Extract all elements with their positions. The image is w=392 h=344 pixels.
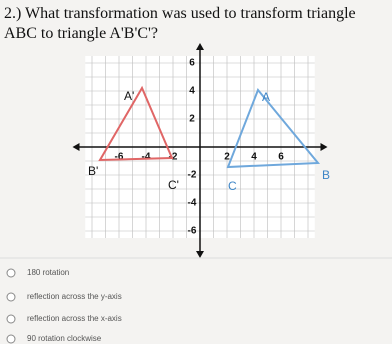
grid: -6 -4 -2 2 4 6 6 4 2 -2 -4 -6 [72,43,328,258]
options: 180 rotation reflection across the y-axis… [0,257,392,344]
x-tick-label: 2 [224,152,230,163]
y-tick-label: -6 [188,226,197,237]
radio-button[interactable] [6,314,16,324]
question-line: ABC to triangle A'B'C'? [4,25,158,42]
y-tick-label: 6 [189,58,195,69]
x-tick-label: -6 [115,152,124,163]
option-label[interactable]: reflection across the y-axis [27,292,122,301]
x-tick-label: 6 [278,152,284,163]
radio-button[interactable] [6,292,16,302]
option-label[interactable]: 180 rotation [27,268,69,277]
x-tick-label: -2 [169,152,178,163]
y-tick-label: -4 [188,198,197,209]
y-tick-label: -2 [188,170,197,181]
y-tick-label: 4 [189,86,195,97]
x-tick-label: 4 [251,152,257,163]
point-label: C' [168,178,179,192]
option-label[interactable]: 90 rotation clockwise [27,334,102,343]
point-label: A [262,90,270,104]
y-tick-label: 2 [189,114,195,125]
option-label[interactable]: reflection across the x-axis [27,314,122,323]
point-label: C [228,179,237,193]
x-tick-label: -4 [142,152,151,163]
radio-button[interactable] [6,334,16,344]
point-label: B' [88,164,98,178]
point-label: B [322,168,330,182]
triangle-preimage [226,88,321,169]
point-label: A' [124,89,134,103]
question-line: 2.) What transformation was used to tran… [4,5,356,22]
radio-button[interactable] [6,268,16,278]
triangle-image [98,85,174,162]
